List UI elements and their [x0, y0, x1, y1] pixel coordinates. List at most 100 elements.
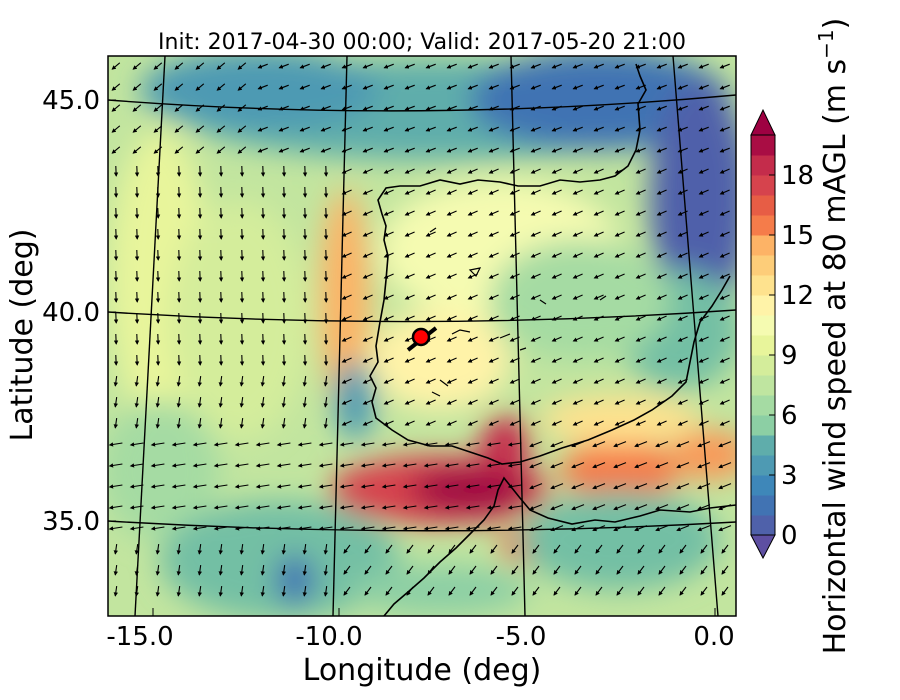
wind-vector-arrow: [134, 376, 139, 387]
wind-vector-arrow: [656, 336, 667, 342]
wind-vector-arrow: [677, 147, 688, 153]
wind-vector-arrow: [425, 357, 436, 363]
wind-vector-arrow: [323, 397, 328, 408]
wind-vector-arrow: [509, 63, 520, 69]
wind-vector-arrow: [255, 526, 270, 531]
wind-vector-arrow: [276, 484, 291, 489]
colorbar-band: [751, 255, 775, 276]
wind-vector-arrow: [341, 63, 352, 69]
wind-vector-arrow: [423, 505, 438, 510]
wind-vector-arrow: [551, 378, 562, 384]
wind-vector-arrow: [697, 441, 711, 448]
map-plot-area: [108, 56, 736, 616]
wind-vector-arrow: [385, 544, 393, 554]
wind-vector-arrow: [572, 105, 583, 111]
wind-vector-arrow: [656, 399, 667, 405]
wind-vector-arrow: [150, 526, 165, 531]
wind-vector-arrow: [467, 210, 478, 216]
wind-vector-arrow: [297, 463, 312, 468]
wind-vector-arrow: [423, 463, 438, 468]
wind-vector-arrow: [593, 126, 604, 132]
wind-vector-arrow: [218, 565, 223, 576]
wind-vector-arrow: [176, 376, 181, 387]
wind-vector-arrow: [362, 231, 373, 237]
wind-vector-arrow: [551, 399, 562, 405]
wind-vector-arrow: [614, 315, 625, 321]
wind-vector-arrow: [278, 126, 289, 132]
wind-vector-arrow: [155, 376, 160, 387]
wind-vector-arrow: [488, 189, 499, 195]
wind-vector-arrow: [550, 462, 564, 469]
wind-vector-arrow: [655, 525, 669, 532]
wind-vector-arrow: [427, 586, 435, 596]
wind-vector-arrow: [150, 484, 165, 489]
wind-vector-arrow: [339, 463, 354, 468]
wind-vector-arrow: [239, 586, 244, 597]
wind-vector-arrow: [656, 420, 667, 426]
colorbar-band: [751, 455, 775, 476]
wind-vector-arrow: [113, 418, 118, 429]
wind-vector-arrow: [719, 105, 730, 111]
wind-vector-arrow: [276, 526, 291, 531]
wind-vector-arrow: [446, 63, 457, 69]
wind-vector-arrow: [239, 544, 244, 555]
wind-vector-arrow: [171, 463, 186, 468]
wind-vector-arrow: [150, 505, 165, 510]
wind-vector-arrow: [656, 252, 667, 258]
wind-vector-arrow: [446, 210, 457, 216]
wind-vector-arrow: [448, 586, 456, 596]
wind-vector-arrow: [467, 63, 478, 69]
wind-vector-arrow: [677, 420, 688, 426]
wind-vector-arrow: [592, 525, 606, 532]
wind-vector-arrow: [195, 62, 205, 70]
wind-vector-arrow: [111, 62, 121, 70]
wind-vector-arrow: [637, 586, 645, 596]
colorbar-label-close: ): [818, 18, 853, 30]
wind-vector-arrow: [425, 147, 436, 153]
wind-vector-arrow: [260, 397, 265, 408]
wind-vector-arrow: [698, 357, 709, 363]
wind-vector-arrow: [593, 315, 604, 321]
wind-vector-arrow: [444, 484, 459, 489]
wind-vector-arrow: [467, 336, 478, 342]
wind-vector-arrow: [341, 168, 352, 174]
wind-vector-arrow: [613, 483, 627, 490]
wind-vector-arrow: [616, 586, 624, 596]
wind-vector-arrow: [634, 483, 648, 490]
wind-vector-arrow: [383, 315, 394, 321]
wind-vector-arrow: [171, 505, 186, 510]
wind-vector-arrow: [446, 231, 457, 237]
wind-vector-arrow: [698, 273, 709, 279]
wind-vector-arrow: [176, 418, 181, 429]
wind-vector-arrow: [297, 442, 312, 447]
wind-vector-arrow: [299, 147, 310, 153]
wind-vector-arrow: [614, 189, 625, 195]
wind-vector-arrow: [132, 146, 142, 154]
wind-vector-arrow: [153, 83, 163, 91]
wind-vector-arrow: [362, 126, 373, 132]
wind-vector-arrow: [697, 525, 711, 532]
wind-vector-arrow: [635, 252, 646, 258]
wind-vector-arrow: [698, 168, 709, 174]
wind-vector-arrow: [488, 147, 499, 153]
wind-vector-arrow: [218, 544, 223, 555]
colorbar-band: [751, 315, 775, 336]
wind-vector-arrow: [302, 397, 307, 408]
wind-vector-arrow: [656, 357, 667, 363]
wind-vector-arrow: [574, 565, 582, 575]
wind-vector-arrow: [572, 63, 583, 69]
wind-vector-arrow: [302, 565, 307, 576]
wind-vector-arrow: [341, 126, 352, 132]
wind-vector-arrow: [197, 418, 202, 429]
wind-vector-arrow: [572, 336, 583, 342]
wind-vector-arrow: [614, 252, 625, 258]
wind-vector-arrow: [239, 376, 244, 387]
colorbar-band: [751, 335, 775, 356]
wind-vector-arrow: [572, 168, 583, 174]
wind-vector-arrow: [509, 189, 520, 195]
wind-vector-arrow: [113, 397, 118, 408]
wind-vector-arrow: [635, 273, 646, 279]
wind-vector-arrow: [465, 505, 480, 510]
wind-vector-arrow: [679, 586, 687, 596]
wind-vector-arrow: [171, 526, 186, 531]
